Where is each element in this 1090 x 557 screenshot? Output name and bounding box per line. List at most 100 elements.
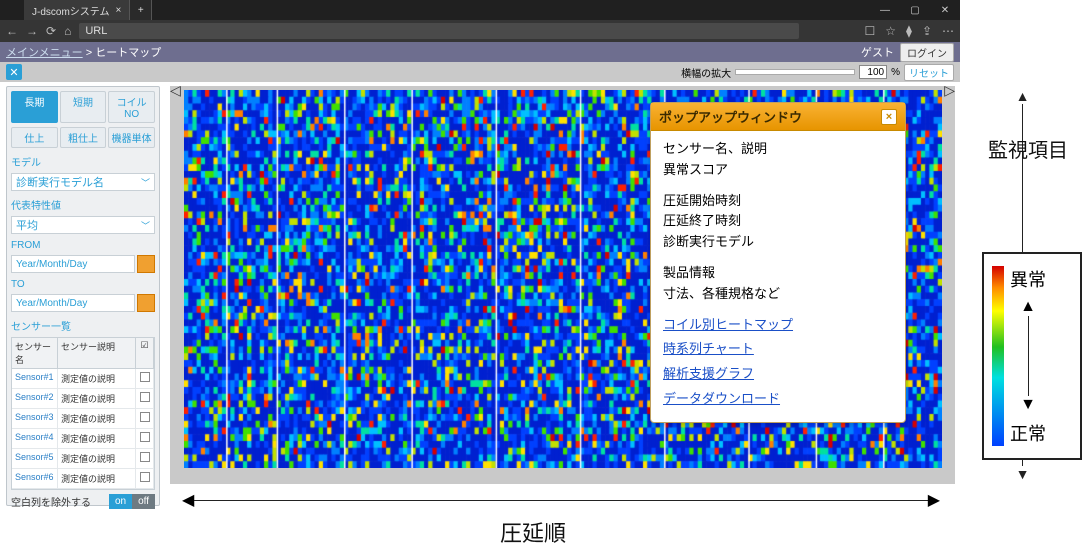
sensor-name: Sensor#4 <box>12 429 58 448</box>
range-long-button[interactable]: 長期 <box>11 91 58 123</box>
new-tab-button[interactable]: + <box>130 0 152 20</box>
toggle-on[interactable]: on <box>109 494 132 509</box>
popup-link-analysis[interactable]: 解析支援グラフ <box>663 364 893 385</box>
to-date-placeholder: Year/Month/Day <box>16 298 87 309</box>
sensor-checkbox[interactable] <box>136 469 154 488</box>
sensor-row[interactable]: Sensor#3測定値の説明 <box>12 409 154 429</box>
nav-back-icon[interactable]: ← <box>6 24 18 38</box>
sensor-row[interactable]: Sensor#1測定値の説明 <box>12 369 154 389</box>
panel-close-button[interactable]: ✕ <box>6 64 22 80</box>
popup-title: ポップアップウィンドウ <box>659 107 802 126</box>
to-date-input[interactable]: Year/Month/Day <box>11 294 135 312</box>
zoom-label: 横幅の拡大 <box>681 65 731 80</box>
popup-end-time: 圧延終了時刻 <box>663 211 893 232</box>
sensor-row[interactable]: Sensor#5測定値の説明 <box>12 449 154 469</box>
repr-label: 代表特性値 <box>11 197 155 212</box>
from-date-input[interactable]: Year/Month/Day <box>11 255 135 273</box>
sensor-checkbox[interactable] <box>136 429 154 448</box>
scroll-left-icon[interactable]: ◁ <box>170 82 181 99</box>
model-select[interactable]: 診断実行モデル名﹀ <box>11 173 155 191</box>
legend-arrow: ▲▼ <box>1014 298 1042 414</box>
favorite-icon[interactable]: ☆ <box>885 24 896 38</box>
coil-no-button[interactable]: コイルNO <box>108 91 155 123</box>
sensor-desc: 測定値の説明 <box>58 449 136 468</box>
sensor-desc: 測定値の説明 <box>58 389 136 408</box>
popup-dimensions: 寸法、各種規格など <box>663 284 893 305</box>
guest-label: ゲスト <box>861 44 894 60</box>
zoom-unit: % <box>891 67 900 78</box>
sensor-name: Sensor#1 <box>12 369 58 388</box>
breadcrumb-current: ヒートマップ <box>95 47 161 59</box>
exclude-blank-toggle[interactable]: on off <box>109 494 155 509</box>
sensor-name: Sensor#6 <box>12 469 58 488</box>
sensor-header-desc: センサー説明 <box>58 338 136 368</box>
breadcrumb: メインメニュー > ヒートマップ <box>6 44 161 60</box>
tab-close-icon[interactable]: × <box>115 5 121 16</box>
from-date-clear-button[interactable] <box>137 255 155 273</box>
breadcrumb-main-link[interactable]: メインメニュー <box>6 47 83 59</box>
sensor-header-check[interactable]: ☑ <box>136 338 154 368</box>
sensor-row[interactable]: Sensor#6測定値の説明 <box>12 469 154 489</box>
from-label: FROM <box>11 240 155 251</box>
x-axis-range-arrow: ◀▶ <box>182 490 940 510</box>
toggle-off[interactable]: off <box>132 494 155 509</box>
model-value: 診断実行モデル名 <box>16 174 104 190</box>
legend-color-bar <box>992 266 1004 446</box>
login-button[interactable]: ログイン <box>900 43 954 62</box>
read-icon[interactable]: ☐ <box>864 24 875 38</box>
popup-link-coil-heatmap[interactable]: コイル別ヒートマップ <box>663 315 893 336</box>
nav-forward-icon[interactable]: → <box>26 24 38 38</box>
url-field[interactable]: URL <box>79 23 799 39</box>
window-close-button[interactable]: ✕ <box>930 0 960 20</box>
legend-bottom-label: 正常 <box>1010 420 1046 446</box>
chevron-down-icon: ﹀ <box>141 219 150 232</box>
reading-list-icon[interactable]: ⧫ <box>906 24 912 38</box>
zoom-slider[interactable] <box>735 69 855 75</box>
popup-title-bar[interactable]: ポップアップウィンドウ × <box>651 103 905 131</box>
range-short-button[interactable]: 短期 <box>60 91 107 123</box>
finish-button[interactable]: 仕上 <box>11 127 58 148</box>
popup-close-button[interactable]: × <box>881 109 897 125</box>
sensor-name: Sensor#2 <box>12 389 58 408</box>
url-text: URL <box>85 25 107 37</box>
app-header: メインメニュー > ヒートマップ ゲスト ログイン <box>0 42 960 62</box>
zoom-input[interactable] <box>859 65 887 79</box>
repr-select[interactable]: 平均﹀ <box>11 216 155 234</box>
scroll-right-icon[interactable]: ▷ <box>944 82 955 99</box>
model-label: モデル <box>11 154 155 169</box>
sensor-checkbox[interactable] <box>136 449 154 468</box>
more-icon[interactable]: ⋯ <box>942 24 954 38</box>
sensor-name: Sensor#5 <box>12 449 58 468</box>
app-toolbar: ✕ 横幅の拡大 % リセット <box>0 62 960 82</box>
sensor-list-label: センサー一覧 <box>11 318 155 333</box>
sensor-name: Sensor#3 <box>12 409 58 428</box>
to-label: TO <box>11 279 155 290</box>
popup-product-info: 製品情報 <box>663 263 893 284</box>
sensor-checkbox[interactable] <box>136 389 154 408</box>
sensor-row[interactable]: Sensor#2測定値の説明 <box>12 389 154 409</box>
popup-sensor-name: センサー名、説明 <box>663 139 893 160</box>
window-minimize-button[interactable]: — <box>870 0 900 20</box>
nav-home-icon[interactable]: ⌂ <box>64 24 71 38</box>
to-date-clear-button[interactable] <box>137 294 155 312</box>
sensor-row[interactable]: Sensor#4測定値の説明 <box>12 429 154 449</box>
nav-refresh-icon[interactable]: ⟳ <box>46 24 56 38</box>
sensor-desc: 測定値の説明 <box>58 409 136 428</box>
color-legend: 異常 ▲▼ 正常 <box>982 252 1082 460</box>
sensor-table-header: センサー名 センサー説明 ☑ <box>12 338 154 369</box>
equipment-button[interactable]: 機器単体 <box>108 127 155 148</box>
popup-link-timeseries[interactable]: 時系列チャート <box>663 339 893 360</box>
browser-titlebar: J-dscomシステム × + — ▢ ✕ <box>0 0 960 20</box>
sensor-table: センサー名 センサー説明 ☑ Sensor#1測定値の説明Sensor#2測定値… <box>11 337 155 490</box>
reset-button[interactable]: リセット <box>904 64 954 81</box>
y-axis-label: 監視項目 <box>988 134 1068 163</box>
sensor-checkbox[interactable] <box>136 409 154 428</box>
share-icon[interactable]: ⇪ <box>922 24 932 38</box>
window-maximize-button[interactable]: ▢ <box>900 0 930 20</box>
popup-link-download[interactable]: データダウンロード <box>663 389 893 410</box>
popup-window: ポップアップウィンドウ × センサー名、説明 異常スコア 圧延開始時刻 圧延終了… <box>650 102 906 423</box>
rough-finish-button[interactable]: 粗仕上 <box>60 127 107 148</box>
browser-tab[interactable]: J-dscomシステム × <box>24 0 130 20</box>
legend-top-label: 異常 <box>1010 266 1046 292</box>
sensor-checkbox[interactable] <box>136 369 154 388</box>
